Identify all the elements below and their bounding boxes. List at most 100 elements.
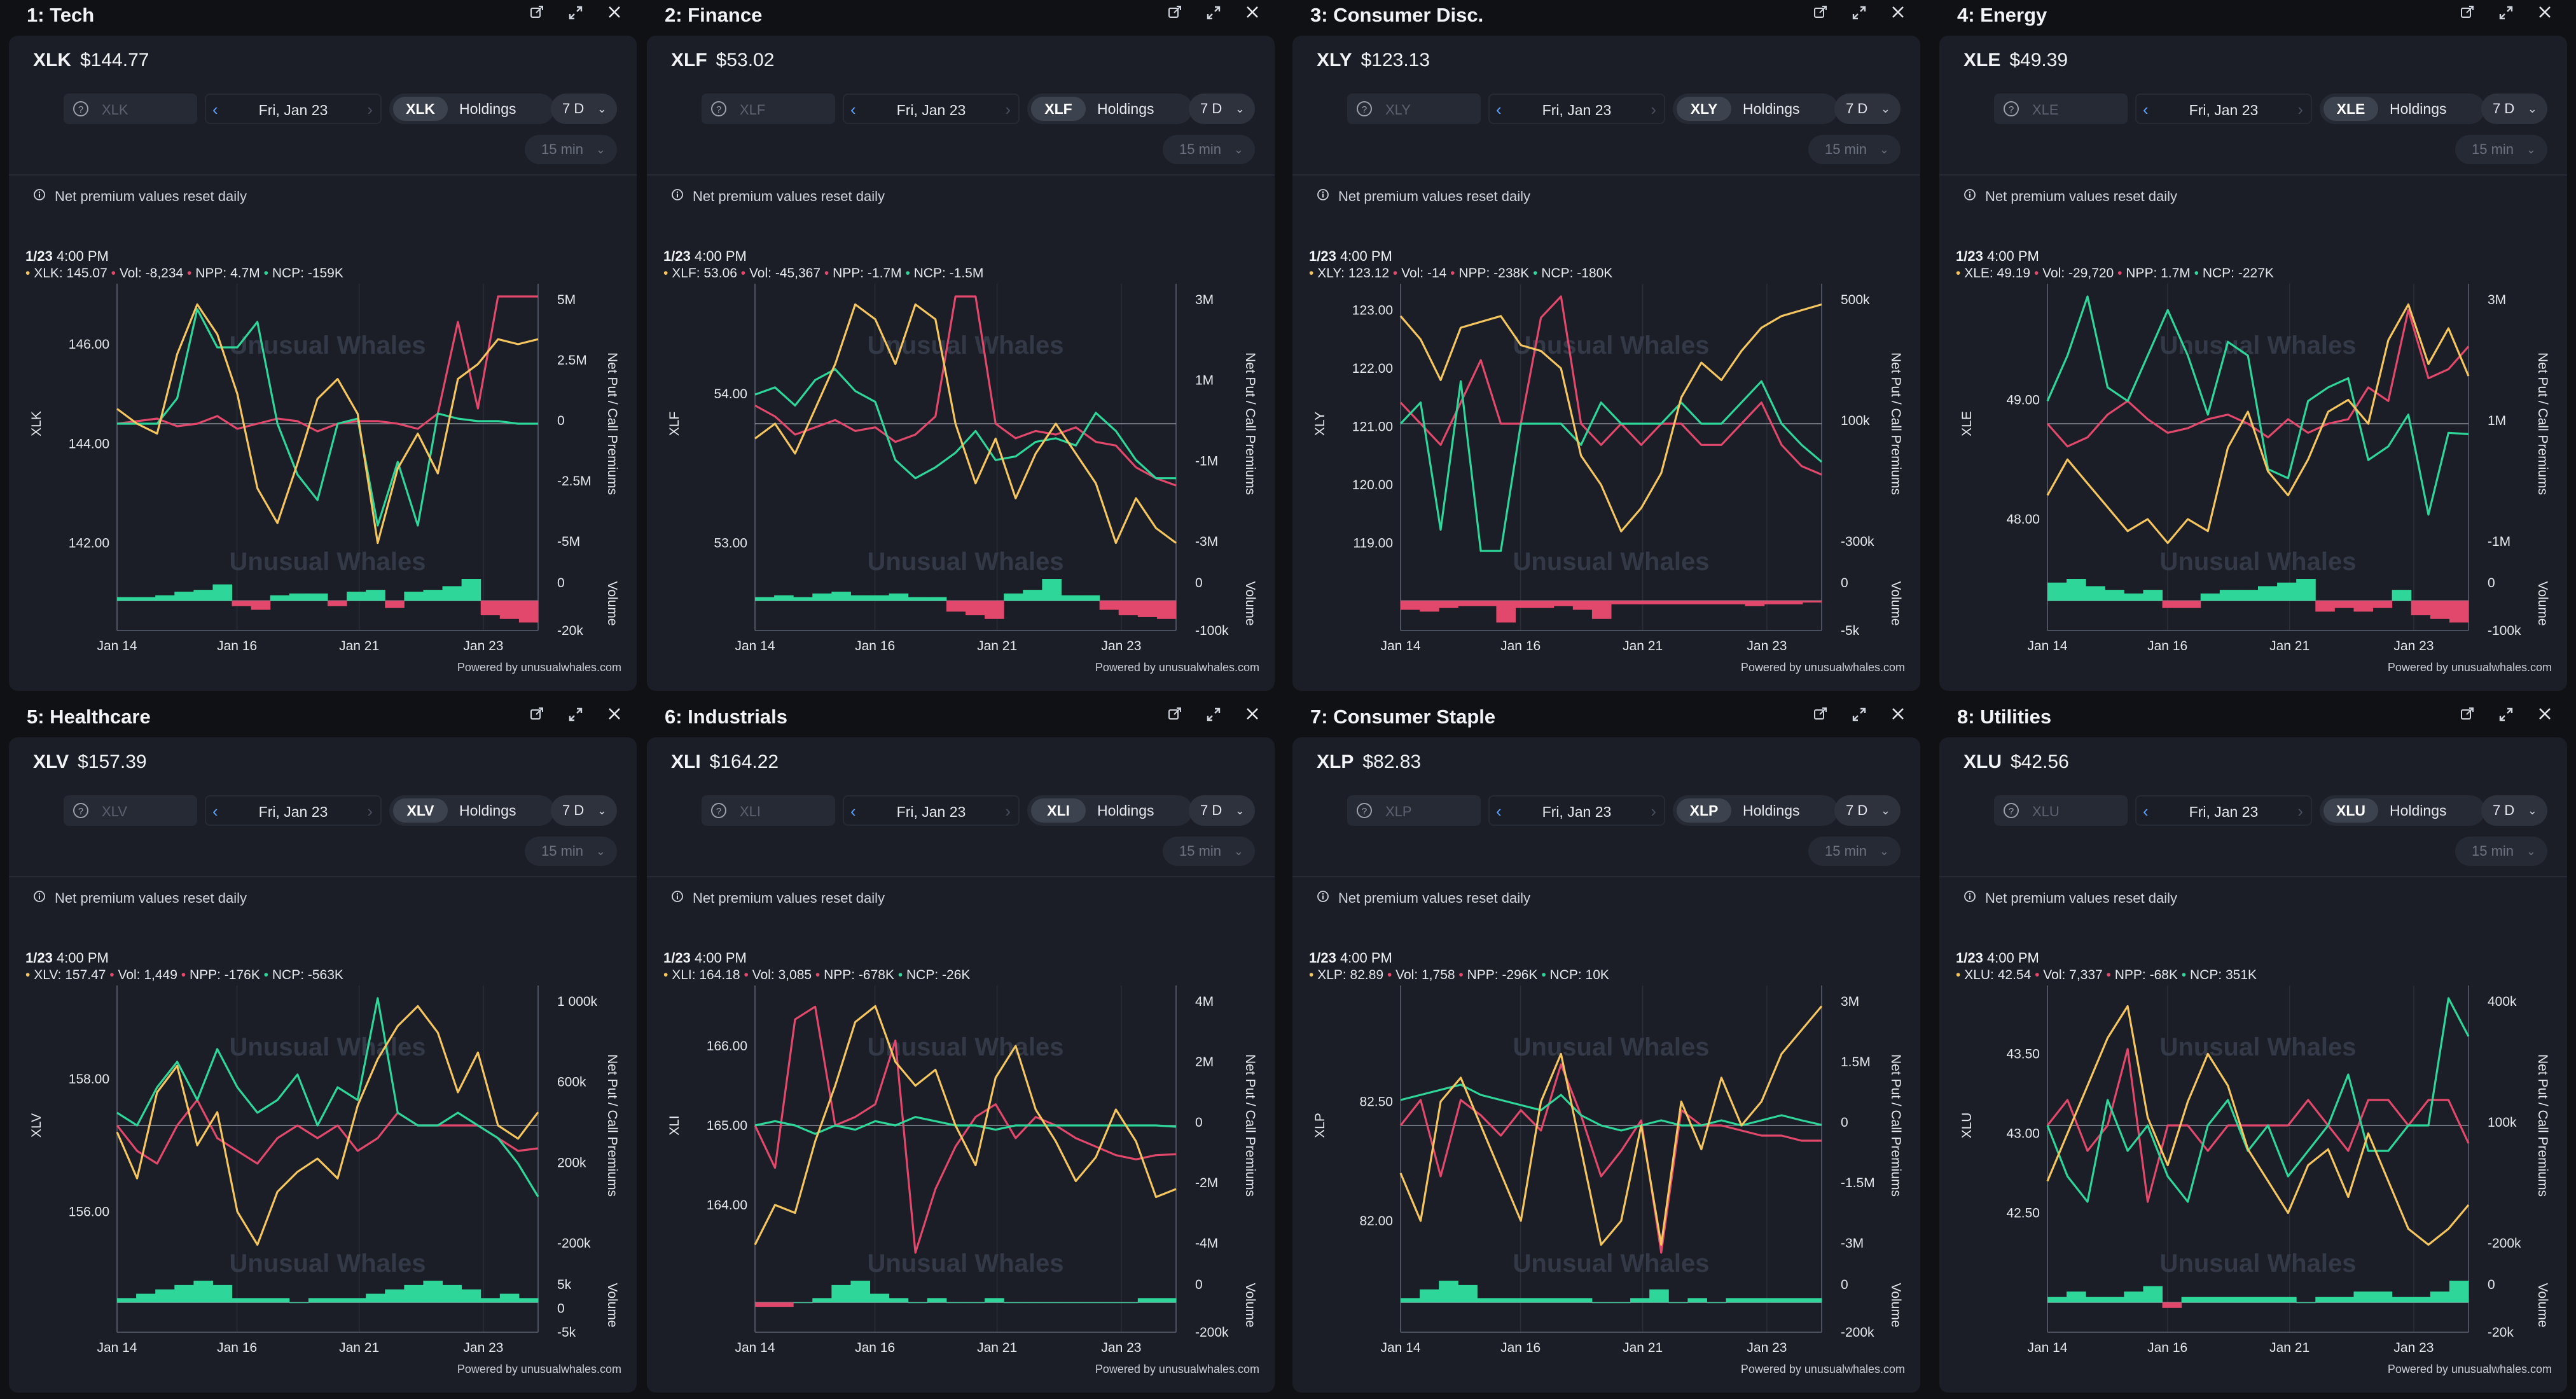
popout-icon[interactable] <box>530 707 544 722</box>
ticker-search-input[interactable]: ? XLP <box>1347 795 1481 826</box>
ticker-search-input[interactable]: ? XLF <box>702 94 835 124</box>
flow-chart[interactable]: 1/23 4:00 PM • XLP: 82.89 • Vol: 1,758 • … <box>1292 737 1920 1393</box>
selected-date[interactable]: Fri, Jan 23 <box>896 102 966 118</box>
chevron-left-icon[interactable]: ‹ <box>2143 100 2149 119</box>
chevron-left-icon[interactable]: ‹ <box>1496 802 1502 821</box>
range-select[interactable]: 7 D ⌄ <box>1189 795 1255 826</box>
powered-by-link[interactable]: Powered by unusualwhales.com <box>1740 1363 1905 1375</box>
expand-icon[interactable] <box>1852 5 1867 20</box>
flow-chart[interactable]: 1/23 4:00 PM • XLV: 157.47 • Vol: 1,449 •… <box>9 737 637 1393</box>
ticker-mode-button[interactable]: XLU <box>2323 798 2378 823</box>
chevron-right-icon[interactable]: › <box>1005 100 1011 119</box>
interval-select[interactable]: 15 min ⌄ <box>2455 135 2547 164</box>
holdings-mode-button[interactable]: Holdings <box>1097 802 1154 819</box>
expand-icon[interactable] <box>1852 707 1867 722</box>
chevron-left-icon[interactable]: ‹ <box>212 802 218 821</box>
close-icon[interactable] <box>2538 707 2552 722</box>
powered-by-link[interactable]: Powered by unusualwhales.com <box>457 661 621 674</box>
chevron-right-icon[interactable]: › <box>367 100 373 119</box>
chevron-left-icon[interactable]: ‹ <box>212 100 218 119</box>
ticker-mode-button[interactable]: XLE <box>2323 97 2378 121</box>
expand-icon[interactable] <box>568 5 583 20</box>
chevron-left-icon[interactable]: ‹ <box>850 802 856 821</box>
flow-chart[interactable]: 1/23 4:00 PM • XLF: 53.06 • Vol: -45,367 … <box>647 36 1275 691</box>
ticker-search-input[interactable]: ? XLI <box>702 795 835 826</box>
expand-icon[interactable] <box>2498 5 2514 20</box>
interval-select[interactable]: 15 min ⌄ <box>525 837 617 866</box>
selected-date[interactable]: Fri, Jan 23 <box>1542 102 1612 118</box>
selected-date[interactable]: Fri, Jan 23 <box>896 804 966 820</box>
flow-chart[interactable]: 1/23 4:00 PM • XLI: 164.18 • Vol: 3,085 •… <box>647 737 1275 1393</box>
ticker-mode-button[interactable]: XLK <box>393 97 448 121</box>
flow-chart[interactable]: 1/23 4:00 PM • XLK: 145.07 • Vol: -8,234 … <box>9 36 637 691</box>
selected-date[interactable]: Fri, Jan 23 <box>2189 804 2259 820</box>
popout-icon[interactable] <box>2460 5 2474 20</box>
close-icon[interactable] <box>607 5 621 20</box>
close-icon[interactable] <box>1891 707 1905 722</box>
ticker-search-input[interactable]: ? XLE <box>1994 94 2128 124</box>
chevron-right-icon[interactable]: › <box>1005 802 1011 821</box>
close-icon[interactable] <box>607 707 621 722</box>
selected-date[interactable]: Fri, Jan 23 <box>258 102 328 118</box>
close-icon[interactable] <box>2538 5 2552 20</box>
chevron-left-icon[interactable]: ‹ <box>1496 100 1502 119</box>
interval-select[interactable]: 15 min ⌄ <box>2455 837 2547 866</box>
powered-by-link[interactable]: Powered by unusualwhales.com <box>1095 1363 1259 1375</box>
ticker-mode-button[interactable]: XLP <box>1677 798 1731 823</box>
interval-select[interactable]: 15 min ⌄ <box>1808 837 1901 866</box>
ticker-search-input[interactable]: ? XLV <box>64 795 197 826</box>
chevron-left-icon[interactable]: ‹ <box>850 100 856 119</box>
ticker-mode-button[interactable]: XLV <box>393 798 448 823</box>
interval-select[interactable]: 15 min ⌄ <box>525 135 617 164</box>
powered-by-link[interactable]: Powered by unusualwhales.com <box>2387 661 2552 674</box>
range-select[interactable]: 7 D ⌄ <box>551 795 617 826</box>
interval-select[interactable]: 15 min ⌄ <box>1808 135 1901 164</box>
chevron-right-icon[interactable]: › <box>2297 100 2303 119</box>
close-icon[interactable] <box>1245 707 1259 722</box>
range-select[interactable]: 7 D ⌄ <box>1834 795 1901 826</box>
range-select[interactable]: 7 D ⌄ <box>2481 795 2547 826</box>
holdings-mode-button[interactable]: Holdings <box>2390 802 2447 819</box>
holdings-mode-button[interactable]: Holdings <box>459 802 516 819</box>
ticker-search-input[interactable]: ? XLY <box>1347 94 1481 124</box>
ticker-search-input[interactable]: ? XLU <box>1994 795 2128 826</box>
holdings-mode-button[interactable]: Holdings <box>1743 101 1800 117</box>
expand-icon[interactable] <box>1206 707 1221 722</box>
expand-icon[interactable] <box>1206 5 1221 20</box>
popout-icon[interactable] <box>1168 707 1182 722</box>
ticker-mode-button[interactable]: XLI <box>1031 798 1086 823</box>
flow-chart[interactable]: 1/23 4:00 PM • XLE: 49.19 • Vol: -29,720 … <box>1939 36 2567 691</box>
chevron-left-icon[interactable]: ‹ <box>2143 802 2149 821</box>
popout-icon[interactable] <box>1168 5 1182 20</box>
chevron-right-icon[interactable]: › <box>2297 802 2303 821</box>
holdings-mode-button[interactable]: Holdings <box>2390 101 2447 117</box>
ticker-mode-button[interactable]: XLF <box>1031 97 1086 121</box>
holdings-mode-button[interactable]: Holdings <box>1743 802 1800 819</box>
range-select[interactable]: 7 D ⌄ <box>1189 94 1255 124</box>
range-select[interactable]: 7 D ⌄ <box>1834 94 1901 124</box>
close-icon[interactable] <box>1891 5 1905 20</box>
selected-date[interactable]: Fri, Jan 23 <box>258 804 328 820</box>
interval-select[interactable]: 15 min ⌄ <box>1163 837 1255 866</box>
popout-icon[interactable] <box>1813 707 1827 722</box>
range-select[interactable]: 7 D ⌄ <box>2481 94 2547 124</box>
popout-icon[interactable] <box>1813 5 1827 20</box>
flow-chart[interactable]: 1/23 4:00 PM • XLU: 42.54 • Vol: 7,337 • … <box>1939 737 2567 1393</box>
popout-icon[interactable] <box>530 5 544 20</box>
chevron-right-icon[interactable]: › <box>367 802 373 821</box>
popout-icon[interactable] <box>2460 707 2474 722</box>
holdings-mode-button[interactable]: Holdings <box>1097 101 1154 117</box>
expand-icon[interactable] <box>2498 707 2514 722</box>
powered-by-link[interactable]: Powered by unusualwhales.com <box>2387 1363 2552 1375</box>
selected-date[interactable]: Fri, Jan 23 <box>1542 804 1612 820</box>
selected-date[interactable]: Fri, Jan 23 <box>2189 102 2259 118</box>
range-select[interactable]: 7 D ⌄ <box>551 94 617 124</box>
interval-select[interactable]: 15 min ⌄ <box>1163 135 1255 164</box>
expand-icon[interactable] <box>568 707 583 722</box>
ticker-mode-button[interactable]: XLY <box>1677 97 1731 121</box>
powered-by-link[interactable]: Powered by unusualwhales.com <box>1740 661 1905 674</box>
close-icon[interactable] <box>1245 5 1259 20</box>
holdings-mode-button[interactable]: Holdings <box>459 101 516 117</box>
chevron-right-icon[interactable]: › <box>1651 100 1656 119</box>
powered-by-link[interactable]: Powered by unusualwhales.com <box>457 1363 621 1375</box>
